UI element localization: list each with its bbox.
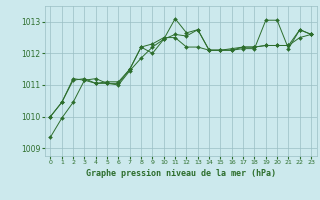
X-axis label: Graphe pression niveau de la mer (hPa): Graphe pression niveau de la mer (hPa) — [86, 169, 276, 178]
